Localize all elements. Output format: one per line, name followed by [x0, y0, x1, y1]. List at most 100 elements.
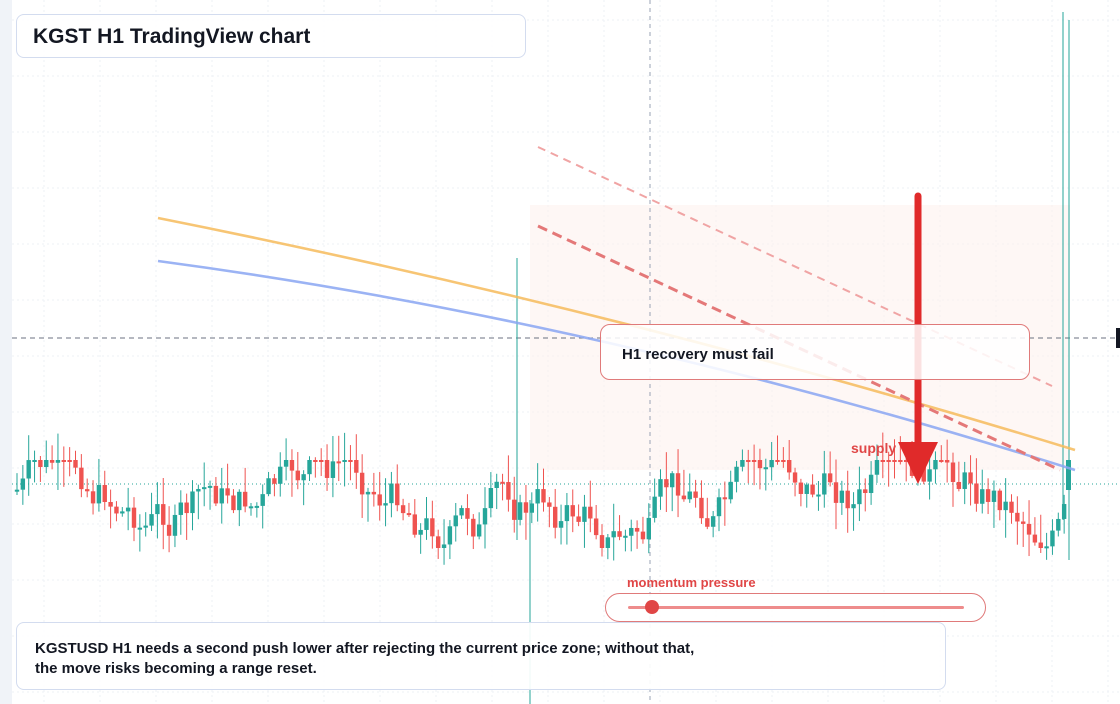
- candle-body: [775, 460, 780, 462]
- candle-body: [792, 472, 798, 483]
- candle-body: [781, 460, 786, 462]
- candle-body: [722, 497, 728, 500]
- candle-body: [664, 479, 669, 488]
- candle-body: [377, 494, 382, 506]
- candle-body: [131, 507, 137, 528]
- candle-body: [968, 472, 973, 484]
- candle-body: [395, 483, 400, 506]
- candle-body: [787, 460, 792, 473]
- candle-body: [213, 485, 219, 504]
- candle-body: [558, 521, 564, 528]
- chart-left-edge: [0, 0, 12, 704]
- candle-body: [833, 482, 839, 503]
- candle-body: [184, 502, 189, 514]
- candle-body: [1032, 534, 1038, 543]
- candle-body: [634, 527, 640, 532]
- candle-body: [991, 490, 997, 502]
- candle-body: [161, 504, 166, 525]
- candle-body: [430, 518, 435, 537]
- candle-body: [939, 460, 944, 462]
- candle-body: [868, 474, 874, 494]
- candle-body: [202, 487, 207, 490]
- candle-body: [482, 508, 488, 525]
- candle-body: [231, 495, 236, 511]
- candle-body: [1050, 530, 1055, 547]
- candle-body: [459, 508, 464, 516]
- candle-body: [640, 531, 646, 540]
- candle-body: [827, 473, 833, 483]
- candle-body: [541, 489, 546, 503]
- candle-body: [687, 491, 692, 500]
- candle-body: [523, 502, 529, 513]
- candle-body: [143, 525, 148, 528]
- candle-body: [108, 502, 113, 507]
- candle-body: [125, 507, 131, 512]
- candle-body: [32, 460, 37, 462]
- candle-body: [342, 460, 347, 462]
- candle-body: [67, 460, 72, 462]
- title-panel: KGST H1 TradingView chart: [16, 14, 526, 58]
- candle-body: [588, 506, 593, 519]
- candle-body: [307, 460, 312, 475]
- candle-body: [102, 485, 107, 503]
- candle-body: [974, 483, 979, 504]
- candle-body: [38, 460, 43, 468]
- candle-body: [816, 494, 821, 497]
- candle-body: [172, 514, 178, 536]
- candle-body: [114, 506, 119, 514]
- candle-body: [465, 508, 470, 519]
- candle-body: [962, 472, 967, 489]
- candle-body: [149, 514, 154, 526]
- candle-body: [529, 503, 534, 513]
- candle-body: [547, 502, 552, 507]
- candle-body: [1066, 460, 1071, 490]
- candle-body: [14, 489, 20, 492]
- candle-body: [61, 460, 66, 462]
- down-arrow-head: [898, 442, 938, 484]
- price-scale-marker: [1116, 328, 1120, 348]
- candle-body: [699, 497, 704, 519]
- candle-body: [237, 491, 242, 511]
- candle-body: [476, 524, 482, 537]
- candle-body: [389, 483, 394, 504]
- candle-body: [272, 478, 277, 484]
- candle-body: [178, 502, 183, 515]
- candle-body: [190, 491, 195, 514]
- candle-body: [418, 529, 423, 535]
- candle-body: [383, 503, 388, 506]
- candle-body: [260, 494, 265, 506]
- candle-body: [845, 490, 850, 509]
- candle-body: [570, 505, 575, 517]
- candle-body: [705, 518, 710, 527]
- momentum-bar: [628, 606, 964, 609]
- chart-title: KGST H1 TradingView chart: [33, 25, 311, 48]
- candle-body: [927, 469, 932, 482]
- candle-body: [26, 460, 31, 479]
- momentum-label: momentum pressure: [627, 575, 756, 590]
- candle-body: [605, 537, 611, 548]
- candle-body: [1015, 512, 1020, 522]
- candle-body: [535, 489, 540, 504]
- candle-body: [710, 516, 716, 527]
- candle-body: [851, 504, 856, 509]
- candle-body: [371, 491, 377, 495]
- candle-body: [751, 460, 757, 462]
- candle-body: [324, 460, 330, 478]
- candle-body: [997, 490, 1002, 511]
- trendline-upper: [537, 146, 1053, 387]
- candle-body: [49, 460, 55, 463]
- candle-body: [155, 504, 160, 515]
- candle-body: [1061, 504, 1067, 519]
- supply-label: supply: [851, 440, 897, 456]
- candle-body: [73, 460, 78, 468]
- candle-body: [629, 527, 634, 536]
- candle-body: [506, 482, 511, 500]
- candle-body: [365, 491, 371, 495]
- candle-body: [933, 460, 938, 470]
- candle-body: [453, 515, 458, 527]
- candle-body: [810, 484, 815, 495]
- candle-body: [471, 518, 476, 537]
- candle-body: [336, 461, 341, 464]
- candle-body: [348, 460, 353, 462]
- candle-body: [980, 489, 985, 504]
